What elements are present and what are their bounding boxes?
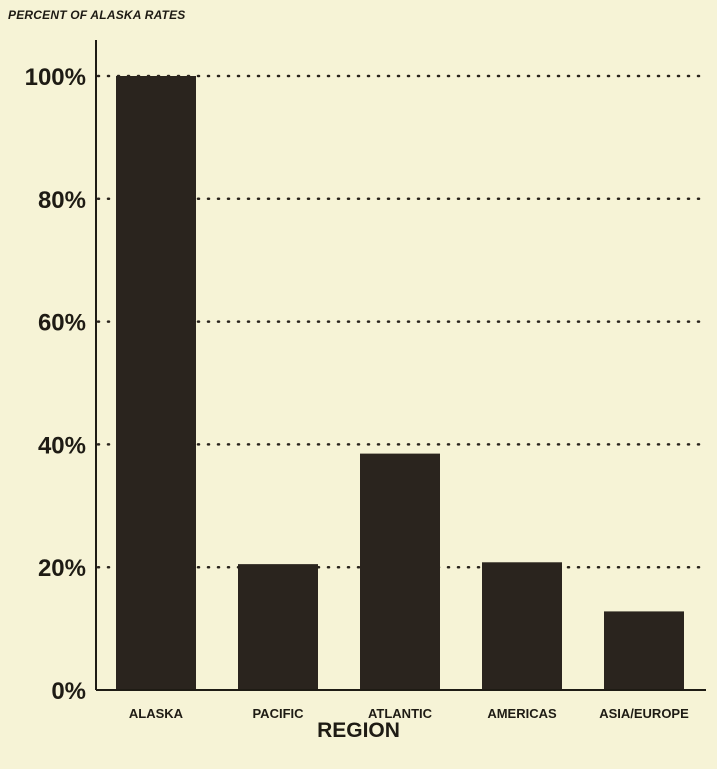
x-tick-labels: ALASKA PACIFIC ATLANTIC AMERICAS ASIA/EUROPE [129, 706, 689, 721]
bar [360, 453, 440, 690]
y-tick-label: 80% [38, 187, 86, 214]
y-tick-labels: 0% 20% 40% 60% 80% 100% [25, 64, 86, 705]
x-tick-label: AMERICAS [487, 706, 557, 721]
bar [116, 76, 196, 690]
y-tick-label: 20% [38, 555, 86, 582]
x-axis-title: REGION [317, 719, 400, 742]
y-axis-title: PERCENT OF ALASKA RATES [8, 8, 186, 22]
y-tick-label: 40% [38, 432, 86, 459]
bar [604, 611, 684, 690]
x-tick-label: PACIFIC [252, 706, 304, 721]
axes [95, 40, 706, 691]
bars [116, 76, 684, 690]
x-tick-label: ATLANTIC [368, 706, 433, 721]
bar [238, 564, 318, 690]
y-tick-label: 100% [25, 64, 86, 91]
x-tick-label: ASIA/EUROPE [599, 706, 689, 721]
y-tick-label: 60% [38, 310, 86, 337]
gridlines [96, 74, 708, 569]
bar [482, 562, 562, 690]
y-tick-label: 0% [51, 678, 86, 705]
x-tick-label: ALASKA [129, 706, 184, 721]
